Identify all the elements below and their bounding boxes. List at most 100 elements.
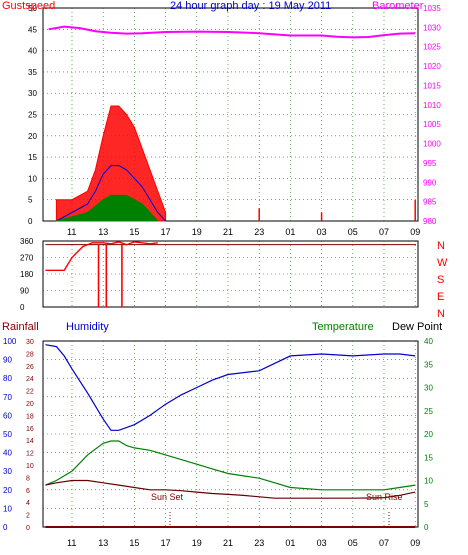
temp-x-tick-label: 17 (161, 538, 171, 548)
humidity-tick-label: 30 (3, 467, 12, 476)
wind-x-tick-label: 07 (379, 227, 389, 237)
direction-line (45, 241, 158, 271)
direction-tick-label: 0 (20, 303, 25, 312)
compass-label: N (437, 240, 445, 252)
dew-point-line (45, 479, 416, 499)
humidity-tick-label: 70 (3, 393, 12, 402)
wind-x-tick-label: 03 (317, 227, 327, 237)
barometer-tick-label: 1020 (423, 62, 441, 71)
barometer-line (48, 25, 416, 39)
sunset-label: Sun Set (151, 492, 184, 502)
gust-tick-label: 10 (28, 174, 37, 183)
wind-x-tick-label: 19 (192, 227, 202, 237)
temp-tick-label: 30 (424, 384, 433, 393)
temp-tick-label: 0 (424, 523, 429, 532)
temp-x-tick-label: 11 (67, 538, 76, 548)
rain-tick-label: 0 (26, 525, 30, 532)
gust-tick-label: 50 (28, 4, 37, 13)
barometer-label: Barometer (372, 0, 424, 12)
barometer-tick-label: 980 (423, 217, 437, 226)
temp-x-tick-label: 03 (317, 538, 327, 548)
rain-tick-label: 16 (26, 426, 34, 433)
rain-tick-label: 28 (26, 351, 34, 358)
temp-x-tick-label: 19 (192, 538, 202, 548)
humidity-line (45, 344, 416, 431)
humidity-tick-label: 0 (3, 523, 8, 532)
rain-tick-label: 30 (26, 339, 34, 346)
barometer-tick-label: 990 (423, 178, 437, 187)
rain-tick-label: 4 (26, 500, 30, 507)
wind-avg-area (56, 194, 159, 222)
gust-tick-label: 15 (28, 153, 37, 162)
gustspeed-label: Gustspeed (2, 0, 55, 12)
humidity-tick-label: 60 (3, 411, 12, 420)
humidity-tick-label: 10 (3, 504, 12, 513)
rainfall-label: Rainfall (2, 321, 39, 333)
barometer-tick-label: 1035 (423, 4, 441, 13)
gust-mean-line (56, 165, 166, 222)
temp-x-tick-label: 09 (410, 538, 420, 548)
compass-label: S (437, 274, 444, 286)
wind-x-tick-label: 21 (223, 227, 233, 237)
rain-tick-label: 6 (26, 488, 30, 495)
graph-title: 24 hour graph day : 19 May 2011 (170, 0, 331, 12)
humidity-tick-label: 90 (3, 356, 12, 365)
compass-label: W (437, 257, 448, 269)
gust-tick-label: 20 (28, 132, 37, 141)
sunrise-label: Sun Rise (366, 492, 403, 502)
rain-tick-label: 12 (26, 451, 34, 458)
humidity-tick-label: 40 (3, 449, 12, 458)
rain-tick-label: 14 (26, 438, 34, 445)
temp-x-tick-label: 13 (98, 538, 108, 548)
wind-x-tick-label: 17 (161, 227, 171, 237)
temp-tick-label: 25 (424, 407, 433, 416)
barometer-tick-label: 1010 (423, 101, 441, 110)
temperature-line (45, 440, 416, 491)
rain-tick-label: 8 (26, 475, 30, 482)
wind-x-tick-label: 01 (285, 227, 295, 237)
gust-tick-label: 25 (28, 111, 37, 120)
temp-x-tick-label: 07 (379, 538, 389, 548)
humidity-tick-label: 50 (3, 430, 12, 439)
direction-tick-label: 180 (20, 270, 34, 279)
dew-point-label: Dew Point (392, 321, 442, 333)
wind-x-tick-label: 13 (98, 227, 108, 237)
temp-x-tick-label: 05 (348, 538, 358, 548)
direction-tick-label: 270 (20, 254, 34, 263)
barometer-tick-label: 1015 (423, 81, 441, 90)
barometer-tick-label: 995 (423, 159, 437, 168)
gust-tick-label: 40 (28, 47, 37, 56)
rain-tick-label: 24 (26, 376, 34, 383)
temp-tick-label: 20 (424, 430, 433, 439)
temp-x-tick-label: 15 (129, 538, 139, 548)
temperature-label: Temperature (312, 321, 374, 333)
temp-x-tick-label: 01 (285, 538, 295, 548)
compass-label: N (437, 308, 445, 320)
wind-x-tick-label: 15 (129, 227, 139, 237)
wind-x-tick-label: 09 (410, 227, 420, 237)
gust-area (55, 105, 167, 222)
rain-tick-label: 2 (26, 513, 30, 520)
humidity-tick-label: 100 (3, 337, 17, 346)
barometer-tick-label: 1030 (423, 23, 441, 32)
temp-x-tick-label: 21 (223, 538, 233, 548)
rain-tick-label: 20 (26, 401, 34, 408)
rain-tick-label: 26 (26, 364, 34, 371)
direction-tick-label: 90 (20, 287, 29, 296)
gust-tick-label: 5 (28, 196, 33, 205)
humidity-tick-label: 80 (3, 374, 12, 383)
wind-x-tick-label: 11 (67, 227, 76, 237)
humidity-label: Humidity (66, 321, 109, 333)
compass-label: E (437, 291, 444, 303)
temp-tick-label: 35 (424, 360, 433, 369)
barometer-tick-label: 1025 (423, 43, 441, 52)
rain-tick-label: 18 (26, 413, 34, 420)
gust-tick-label: 45 (28, 25, 37, 34)
humidity-tick-label: 20 (3, 486, 12, 495)
temp-x-tick-label: 23 (254, 538, 264, 548)
wind-x-tick-label: 23 (254, 227, 264, 237)
rain-tick-label: 10 (26, 463, 34, 470)
barometer-tick-label: 1000 (423, 140, 441, 149)
barometer-tick-label: 985 (423, 198, 437, 207)
